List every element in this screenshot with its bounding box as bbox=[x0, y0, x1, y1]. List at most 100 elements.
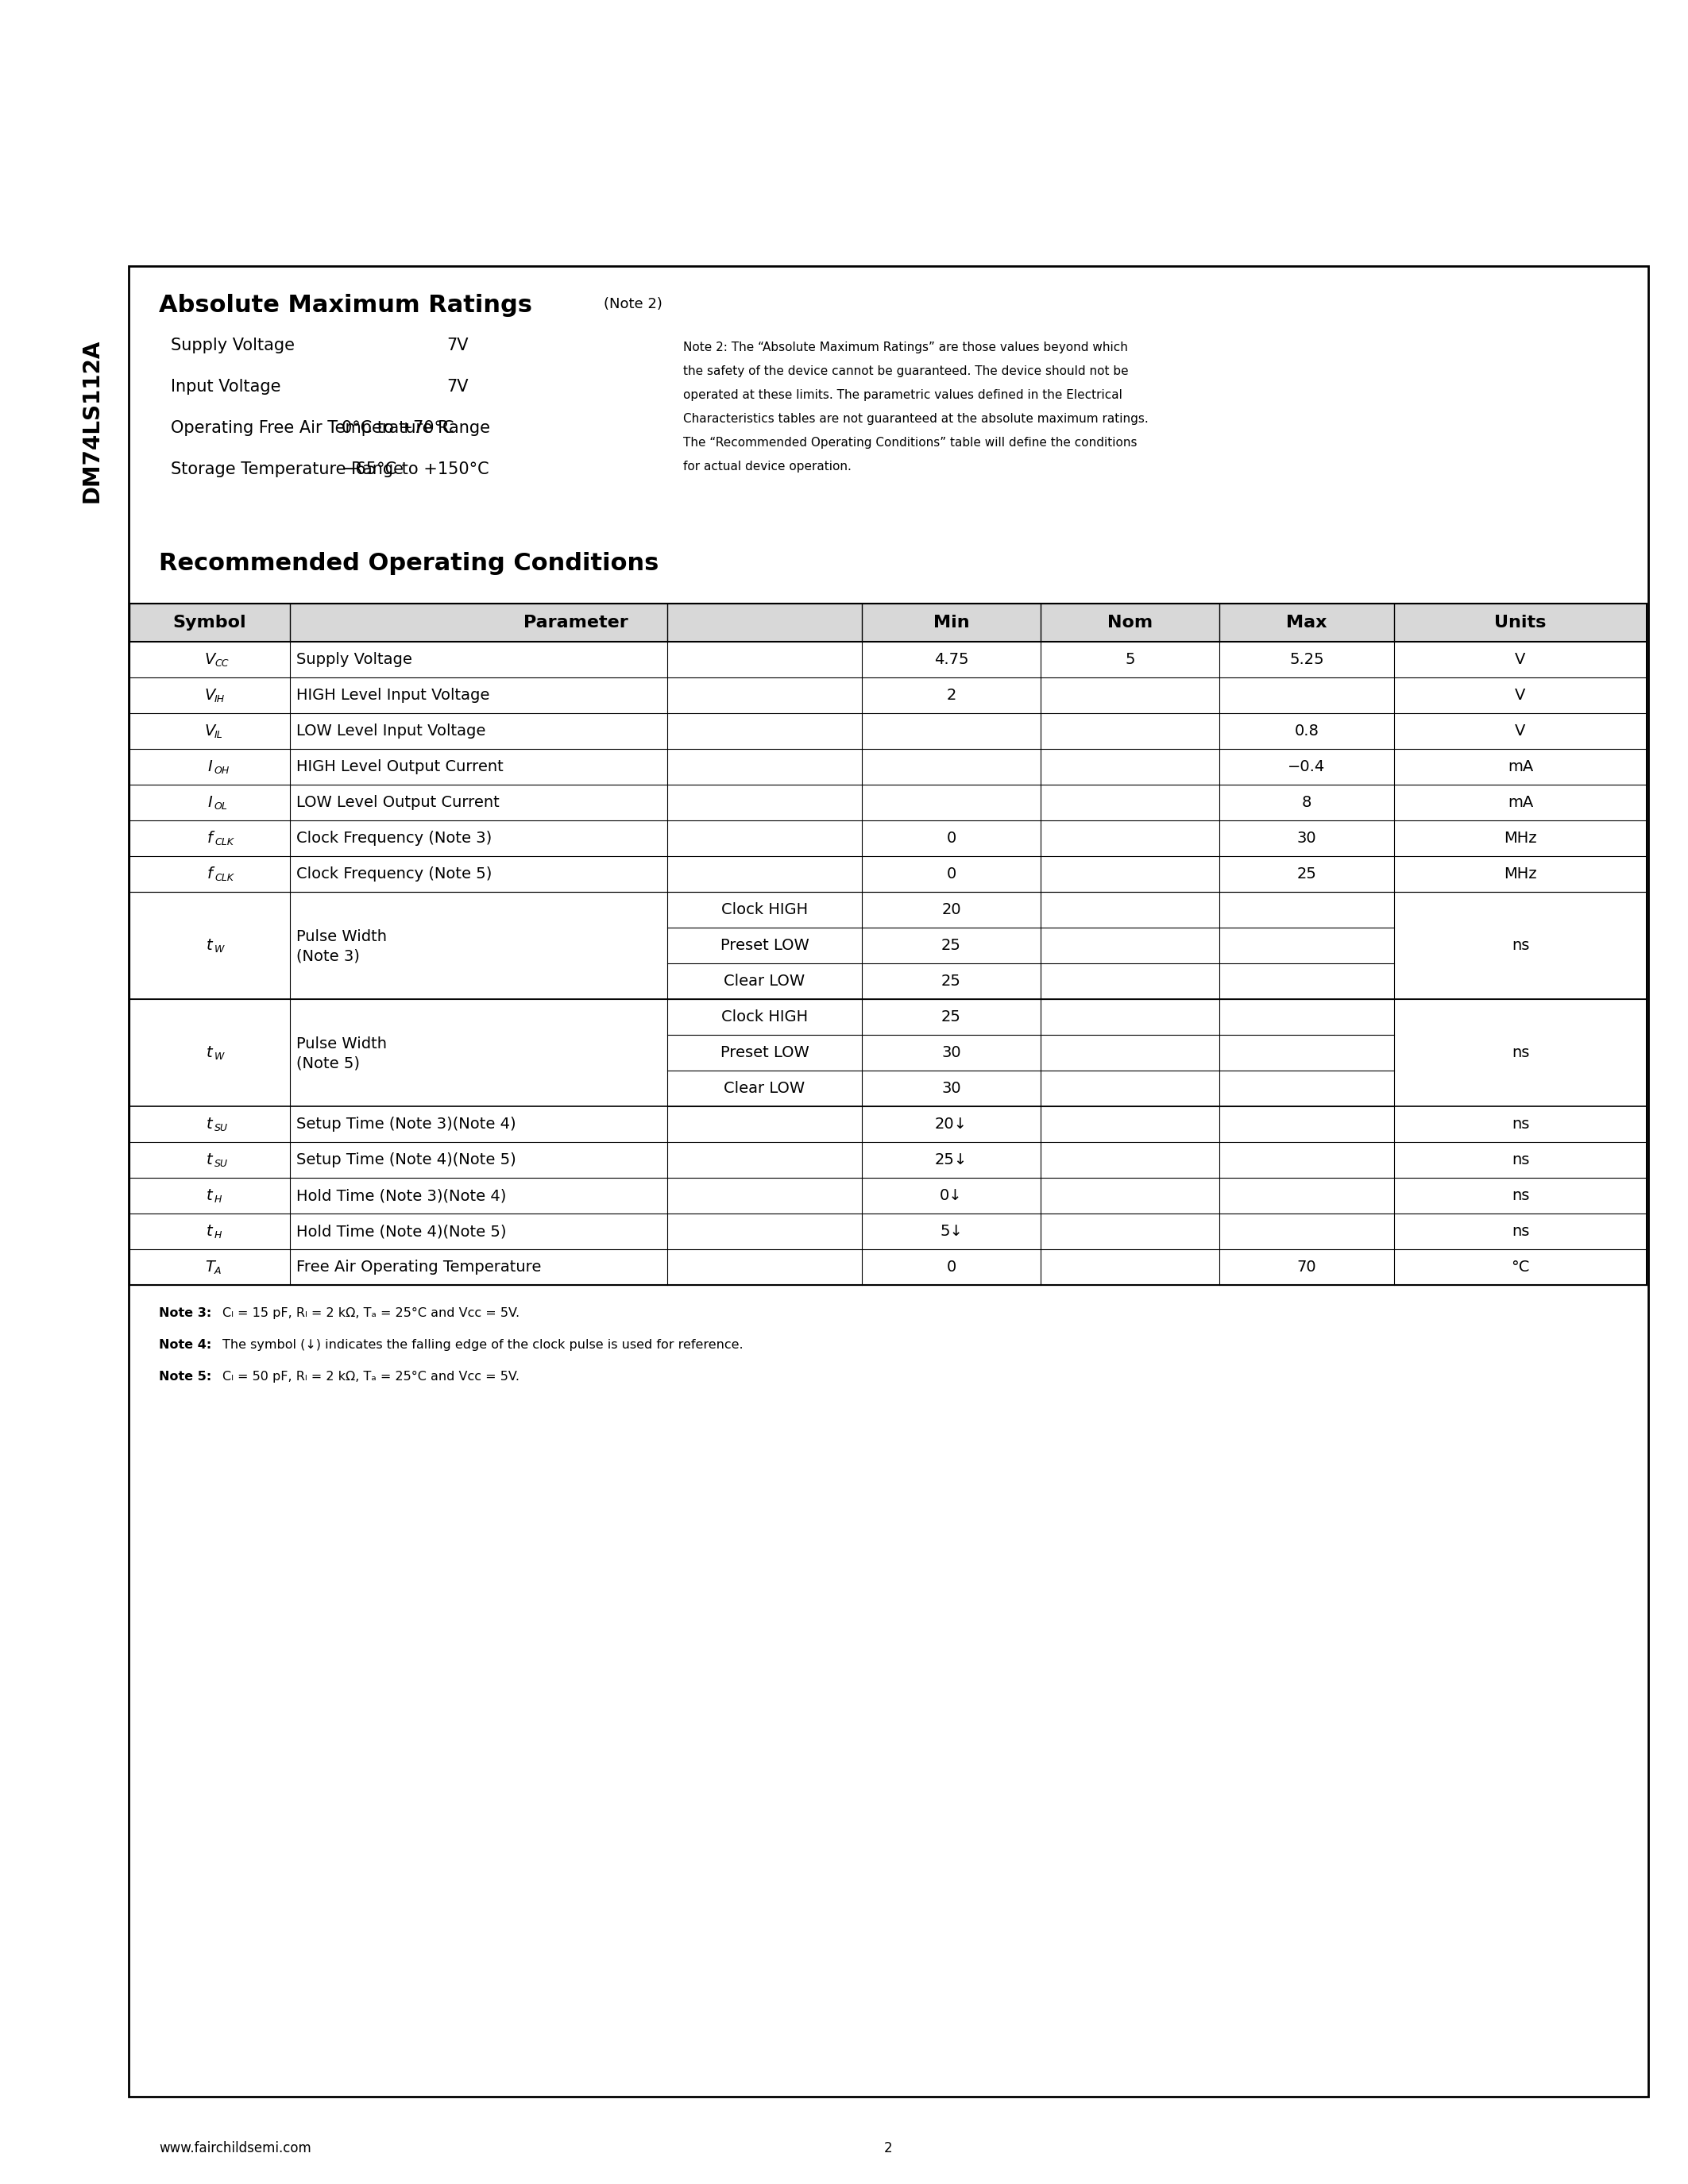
Text: Note 2: The “Absolute Maximum Ratings” are those values beyond which: Note 2: The “Absolute Maximum Ratings” a… bbox=[684, 341, 1128, 354]
Text: LOW Level Output Current: LOW Level Output Current bbox=[297, 795, 500, 810]
Text: V: V bbox=[1516, 688, 1526, 703]
Text: −65°C to +150°C: −65°C to +150°C bbox=[341, 461, 490, 478]
Text: f: f bbox=[208, 867, 213, 882]
Text: V: V bbox=[1516, 653, 1526, 666]
Text: 20↓: 20↓ bbox=[935, 1116, 967, 1131]
Text: I: I bbox=[208, 760, 213, 775]
Text: A: A bbox=[214, 1267, 221, 1275]
Text: The “Recommended Operating Conditions” table will define the conditions: The “Recommended Operating Conditions” t… bbox=[684, 437, 1138, 448]
Text: MHz: MHz bbox=[1504, 867, 1536, 882]
Text: Storage Temperature Range: Storage Temperature Range bbox=[170, 461, 403, 478]
Text: 2: 2 bbox=[947, 688, 955, 703]
Bar bbox=[130, 603, 1647, 1284]
Text: t: t bbox=[206, 937, 213, 952]
Text: ns: ns bbox=[1511, 1188, 1529, 1203]
Text: HIGH Level Input Voltage: HIGH Level Input Voltage bbox=[297, 688, 490, 703]
Text: 0: 0 bbox=[947, 1260, 955, 1275]
Text: Nom: Nom bbox=[1107, 614, 1153, 631]
Text: Clock HIGH: Clock HIGH bbox=[721, 902, 809, 917]
Text: t: t bbox=[206, 1046, 213, 1059]
Text: 25: 25 bbox=[942, 937, 960, 952]
Text: 0.8: 0.8 bbox=[1295, 723, 1318, 738]
Text: T: T bbox=[204, 1260, 214, 1275]
Text: ns: ns bbox=[1511, 1153, 1529, 1168]
Text: for actual device operation.: for actual device operation. bbox=[684, 461, 851, 472]
Text: W: W bbox=[214, 1051, 225, 1061]
Text: 7V: 7V bbox=[447, 378, 469, 395]
Text: Pulse Width: Pulse Width bbox=[297, 1037, 387, 1051]
Text: DM74LS112A: DM74LS112A bbox=[81, 339, 103, 502]
Text: Preset LOW: Preset LOW bbox=[721, 1046, 809, 1059]
Text: operated at these limits. The parametric values defined in the Electrical: operated at these limits. The parametric… bbox=[684, 389, 1123, 402]
Text: Hold Time (Note 4)(Note 5): Hold Time (Note 4)(Note 5) bbox=[297, 1223, 506, 1238]
Text: Hold Time (Note 3)(Note 4): Hold Time (Note 3)(Note 4) bbox=[297, 1188, 506, 1203]
Text: 20: 20 bbox=[942, 902, 960, 917]
Text: Supply Voltage: Supply Voltage bbox=[170, 339, 295, 354]
Text: (Note 2): (Note 2) bbox=[604, 297, 662, 312]
Text: CLK: CLK bbox=[214, 836, 233, 847]
Text: SU: SU bbox=[214, 1160, 228, 1168]
Text: mA: mA bbox=[1507, 760, 1533, 775]
Text: I: I bbox=[208, 795, 213, 810]
Text: 30: 30 bbox=[942, 1081, 960, 1096]
Text: t: t bbox=[206, 1223, 213, 1238]
Text: ns: ns bbox=[1511, 1046, 1529, 1059]
Text: 0: 0 bbox=[947, 830, 955, 845]
Text: 30: 30 bbox=[1296, 830, 1317, 845]
Text: Recommended Operating Conditions: Recommended Operating Conditions bbox=[159, 553, 658, 574]
Text: Clock Frequency (Note 5): Clock Frequency (Note 5) bbox=[297, 867, 491, 882]
Text: t: t bbox=[206, 1116, 213, 1131]
Text: Clock HIGH: Clock HIGH bbox=[721, 1009, 809, 1024]
Text: 5↓: 5↓ bbox=[940, 1223, 962, 1238]
Text: CLK: CLK bbox=[214, 874, 233, 882]
Text: Clear LOW: Clear LOW bbox=[724, 974, 805, 989]
Text: t: t bbox=[206, 1153, 213, 1168]
Text: Supply Voltage: Supply Voltage bbox=[297, 653, 412, 666]
Text: SU: SU bbox=[214, 1123, 228, 1133]
Text: 5.25: 5.25 bbox=[1290, 653, 1323, 666]
Text: −0.4: −0.4 bbox=[1288, 760, 1325, 775]
Text: Parameter: Parameter bbox=[523, 614, 628, 631]
Text: 5: 5 bbox=[1124, 653, 1134, 666]
Text: ns: ns bbox=[1511, 1223, 1529, 1238]
Text: 30: 30 bbox=[942, 1046, 960, 1059]
Text: Clear LOW: Clear LOW bbox=[724, 1081, 805, 1096]
Text: 2: 2 bbox=[885, 2140, 893, 2156]
Text: 0: 0 bbox=[947, 867, 955, 882]
Text: HIGH Level Output Current: HIGH Level Output Current bbox=[297, 760, 503, 775]
Text: Input Voltage: Input Voltage bbox=[170, 378, 280, 395]
Text: V: V bbox=[204, 653, 214, 666]
Text: Pulse Width: Pulse Width bbox=[297, 928, 387, 943]
Text: Characteristics tables are not guaranteed at the absolute maximum ratings.: Characteristics tables are not guarantee… bbox=[684, 413, 1148, 426]
Text: Note 4:: Note 4: bbox=[159, 1339, 211, 1352]
Text: Absolute Maximum Ratings: Absolute Maximum Ratings bbox=[159, 295, 532, 317]
Text: f: f bbox=[208, 830, 213, 845]
Text: Max: Max bbox=[1286, 614, 1327, 631]
Text: 0°C to +70°C: 0°C to +70°C bbox=[341, 419, 454, 437]
Text: Symbol: Symbol bbox=[172, 614, 246, 631]
Text: V: V bbox=[204, 723, 214, 738]
Text: CC: CC bbox=[214, 657, 228, 668]
Text: IH: IH bbox=[214, 695, 225, 705]
Text: V: V bbox=[204, 688, 214, 703]
Text: mA: mA bbox=[1507, 795, 1533, 810]
Text: 25↓: 25↓ bbox=[935, 1153, 967, 1168]
Text: Operating Free Air Temperature Range: Operating Free Air Temperature Range bbox=[170, 419, 490, 437]
Text: t: t bbox=[206, 1188, 213, 1203]
Text: Preset LOW: Preset LOW bbox=[721, 937, 809, 952]
Text: Clock Frequency (Note 3): Clock Frequency (Note 3) bbox=[297, 830, 491, 845]
Text: www.fairchildsemi.com: www.fairchildsemi.com bbox=[159, 2140, 311, 2156]
Text: Min: Min bbox=[933, 614, 969, 631]
Text: Cₗ = 15 pF, Rₗ = 2 kΩ, Tₐ = 25°C and Vᴄᴄ = 5V.: Cₗ = 15 pF, Rₗ = 2 kΩ, Tₐ = 25°C and Vᴄᴄ… bbox=[223, 1308, 520, 1319]
Text: W: W bbox=[214, 943, 225, 954]
Text: H: H bbox=[214, 1195, 221, 1206]
Text: OL: OL bbox=[214, 802, 228, 812]
Text: IL: IL bbox=[214, 729, 223, 740]
Text: MHz: MHz bbox=[1504, 830, 1536, 845]
Text: Units: Units bbox=[1494, 614, 1546, 631]
Text: 25: 25 bbox=[1296, 867, 1317, 882]
Text: the safety of the device cannot be guaranteed. The device should not be: the safety of the device cannot be guara… bbox=[684, 365, 1129, 378]
Text: LOW Level Input Voltage: LOW Level Input Voltage bbox=[297, 723, 486, 738]
Text: 25: 25 bbox=[942, 974, 960, 989]
Text: Cₗ = 50 pF, Rₗ = 2 kΩ, Tₐ = 25°C and Vᴄᴄ = 5V.: Cₗ = 50 pF, Rₗ = 2 kΩ, Tₐ = 25°C and Vᴄᴄ… bbox=[223, 1372, 520, 1382]
